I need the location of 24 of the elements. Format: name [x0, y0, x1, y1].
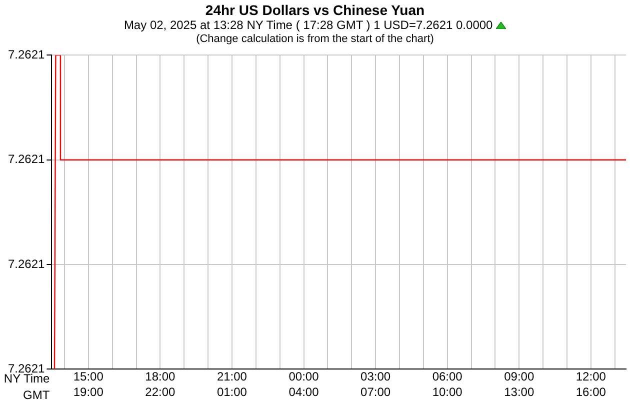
x-tick-label: 18:00	[145, 370, 176, 384]
y-tick-label: 7.2621	[8, 152, 46, 166]
x2-tick-label: 13:00	[504, 385, 534, 400]
x2-tick-label: 10:00	[432, 385, 463, 400]
x2-axis-title: GMT	[23, 388, 50, 400]
x-tick-label: 09:00	[504, 370, 534, 384]
x-tick-label: 12:00	[576, 370, 606, 384]
x2-tick-label: 04:00	[288, 385, 320, 400]
y-tick-label: 7.2621	[8, 256, 46, 271]
x-tick-label: 03:00	[360, 370, 391, 384]
x2-tick-label: 19:00	[73, 385, 104, 400]
x-axis-title: NY Time	[4, 372, 50, 386]
y-tick-label: 7.2621	[8, 48, 46, 62]
x-tick-label: 21:00	[216, 370, 248, 384]
x2-tick-label: 22:00	[145, 385, 176, 400]
x-tick-label: 00:00	[288, 370, 320, 384]
x2-tick-label: 16:00	[576, 385, 606, 400]
chart-subtitle: May 02, 2025 at 13:28 NY Time ( 17:28 GMT ) 1 USD=7.2621 0.0000	[124, 18, 493, 32]
x2-tick-label: 01:00	[216, 385, 248, 400]
x-tick-label: 06:00	[432, 370, 463, 384]
x-tick-label: 15:00	[73, 370, 104, 384]
chart-title: 24hr US Dollars vs Chinese Yuan	[204, 2, 426, 18]
x2-tick-label: 07:00	[360, 385, 391, 400]
text: (Change calculation is from the start of the chart)	[195, 32, 435, 46]
